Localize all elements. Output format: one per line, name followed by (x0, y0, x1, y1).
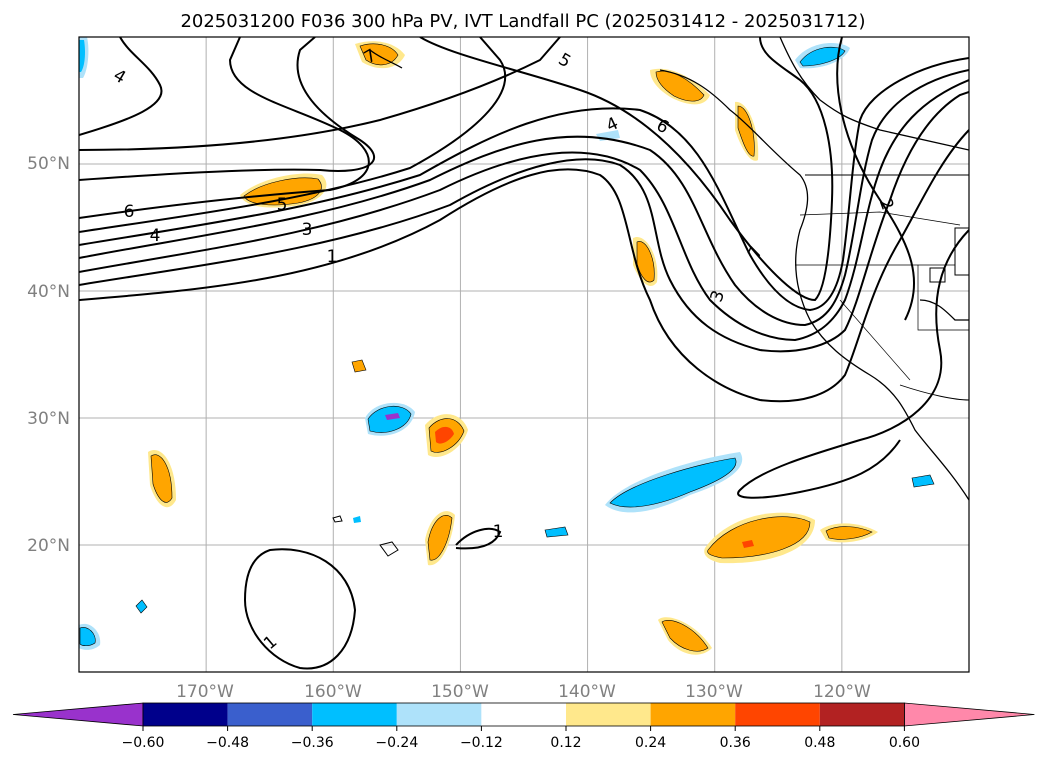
island (332, 515, 343, 523)
anomaly-patch (351, 359, 367, 373)
colorbar-tick-label: −0.60 (122, 735, 165, 751)
colorbar-segment (566, 703, 651, 726)
colorbar-tick-label: 0.12 (550, 735, 581, 751)
contour-line (79, 37, 370, 219)
anomaly-patch (353, 516, 361, 523)
contour-line (79, 57, 969, 312)
lat-tick-label: 50°N (27, 154, 70, 174)
lon-tick-label: 120°W (813, 682, 871, 702)
contour-label: 1 (327, 247, 338, 267)
contour-line (243, 548, 357, 670)
colorbar-segment (650, 703, 736, 726)
negative-anomaly-patches (79, 37, 935, 650)
anomaly-patch (359, 43, 399, 66)
colorbar-tick-label: 0.60 (889, 735, 920, 751)
anomaly-patch (661, 620, 709, 652)
state-border (839, 299, 911, 381)
contour-line (79, 69, 969, 327)
lon-tick-label: 150°W (431, 682, 489, 702)
anomaly-patch (707, 516, 811, 559)
anomaly-patch (150, 454, 173, 503)
anomaly-patch (825, 526, 873, 540)
contour-line (79, 91, 969, 353)
state-border (799, 211, 961, 226)
lon-tick-label: 130°W (685, 682, 743, 702)
colorbar-tick-label: 0.36 (720, 735, 751, 751)
colorbar-segment (143, 703, 228, 726)
contour-line (79, 129, 969, 403)
colorbar-tick-label: 0.48 (804, 735, 835, 751)
contour-line (836, 37, 916, 321)
contour-line (455, 527, 502, 550)
colorbar-extend-low (12, 702, 144, 727)
map-background (79, 37, 969, 672)
contour-line (79, 37, 506, 233)
colorbar-ticks: −0.60 −0.48 −0.36 −0.24 −0.12 0.12 0.24 0.36 0.4… (122, 726, 920, 751)
map-title: 2025031200 F036 300 hPa PV, IVT Landfall… (180, 11, 865, 32)
colorbar-segment (396, 703, 482, 726)
colorbar-tick-label: −0.24 (375, 735, 418, 751)
island (954, 227, 969, 276)
contour-line (419, 37, 834, 302)
coastline (369, 49, 403, 69)
anomaly-patch (435, 426, 454, 444)
colorbar-segment (227, 703, 313, 726)
island (379, 541, 399, 557)
colorbar-segment (735, 703, 820, 726)
anomaly-patch (135, 599, 148, 614)
coastline (659, 69, 969, 501)
colorbar-tick-label: −0.48 (206, 735, 249, 751)
anomaly-patch (427, 514, 453, 561)
contour-line (79, 37, 375, 181)
colorbar-segments (12, 702, 1035, 727)
colorbar-tick-label: −0.12 (460, 735, 503, 751)
colorbar-tick-label: 0.24 (635, 735, 666, 751)
lon-tick-label: 160°W (304, 682, 362, 702)
anomaly-patch (742, 540, 754, 548)
anomaly-patch (79, 40, 85, 72)
lat-tick-label: 30°N (27, 409, 70, 429)
contour-label: 4 (150, 226, 161, 246)
pv-contours (79, 37, 969, 670)
coastlines (332, 37, 969, 557)
lat-tick-labels: 20°N 30°N 40°N 50°N (27, 154, 70, 556)
anomaly-patch (79, 627, 96, 647)
lon-tick-labels: 170°W 160°W 150°W 140°W 130°W 120°W (176, 682, 871, 702)
anomaly-patch (544, 526, 569, 538)
anomaly-patch (385, 413, 400, 420)
lon-tick-label: 140°W (558, 682, 616, 702)
contour-label: 3 (302, 220, 313, 240)
state-border (917, 265, 969, 331)
anomaly-patch (799, 46, 846, 67)
lat-tick-label: 20°N (27, 536, 70, 556)
country-border (899, 384, 969, 401)
island (929, 267, 946, 283)
colorbar-frame (142, 702, 905, 727)
colorbar-tick-label: −0.36 (291, 735, 334, 751)
colorbar-extend-high (904, 702, 1035, 727)
anomaly-patch (636, 241, 655, 283)
lat-tick-label: 40°N (27, 282, 70, 302)
map-frame (78, 36, 970, 673)
contour-line (79, 79, 969, 342)
positive-anomaly-patches (148, 41, 878, 655)
anomaly-patch (737, 105, 755, 157)
anomaly-patch (911, 474, 935, 488)
colorbar-segment (481, 703, 566, 726)
coastline (919, 299, 969, 321)
contour-line (79, 37, 163, 136)
map-panel: 1 3 4 5 6 4 7 2 4 5 6 7 3 1 1 (78, 36, 970, 673)
colorbar-segment (819, 703, 905, 726)
coastline (779, 37, 969, 151)
contour-label: 6 (124, 202, 135, 222)
lon-tick-label: 170°W (176, 682, 234, 702)
contour-line (79, 37, 561, 151)
colorbar: −0.60 −0.48 −0.36 −0.24 −0.12 0.12 0.24 0.36 0.4… (12, 702, 1035, 751)
contour-label: 5 (277, 195, 288, 215)
contour-label: 1 (493, 522, 504, 542)
colorbar-segment (312, 703, 397, 726)
anomaly-patch (609, 457, 737, 508)
